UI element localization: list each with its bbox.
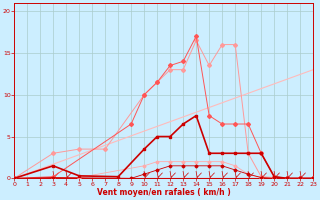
X-axis label: Vent moyen/en rafales ( km/h ): Vent moyen/en rafales ( km/h ) [97, 188, 230, 197]
